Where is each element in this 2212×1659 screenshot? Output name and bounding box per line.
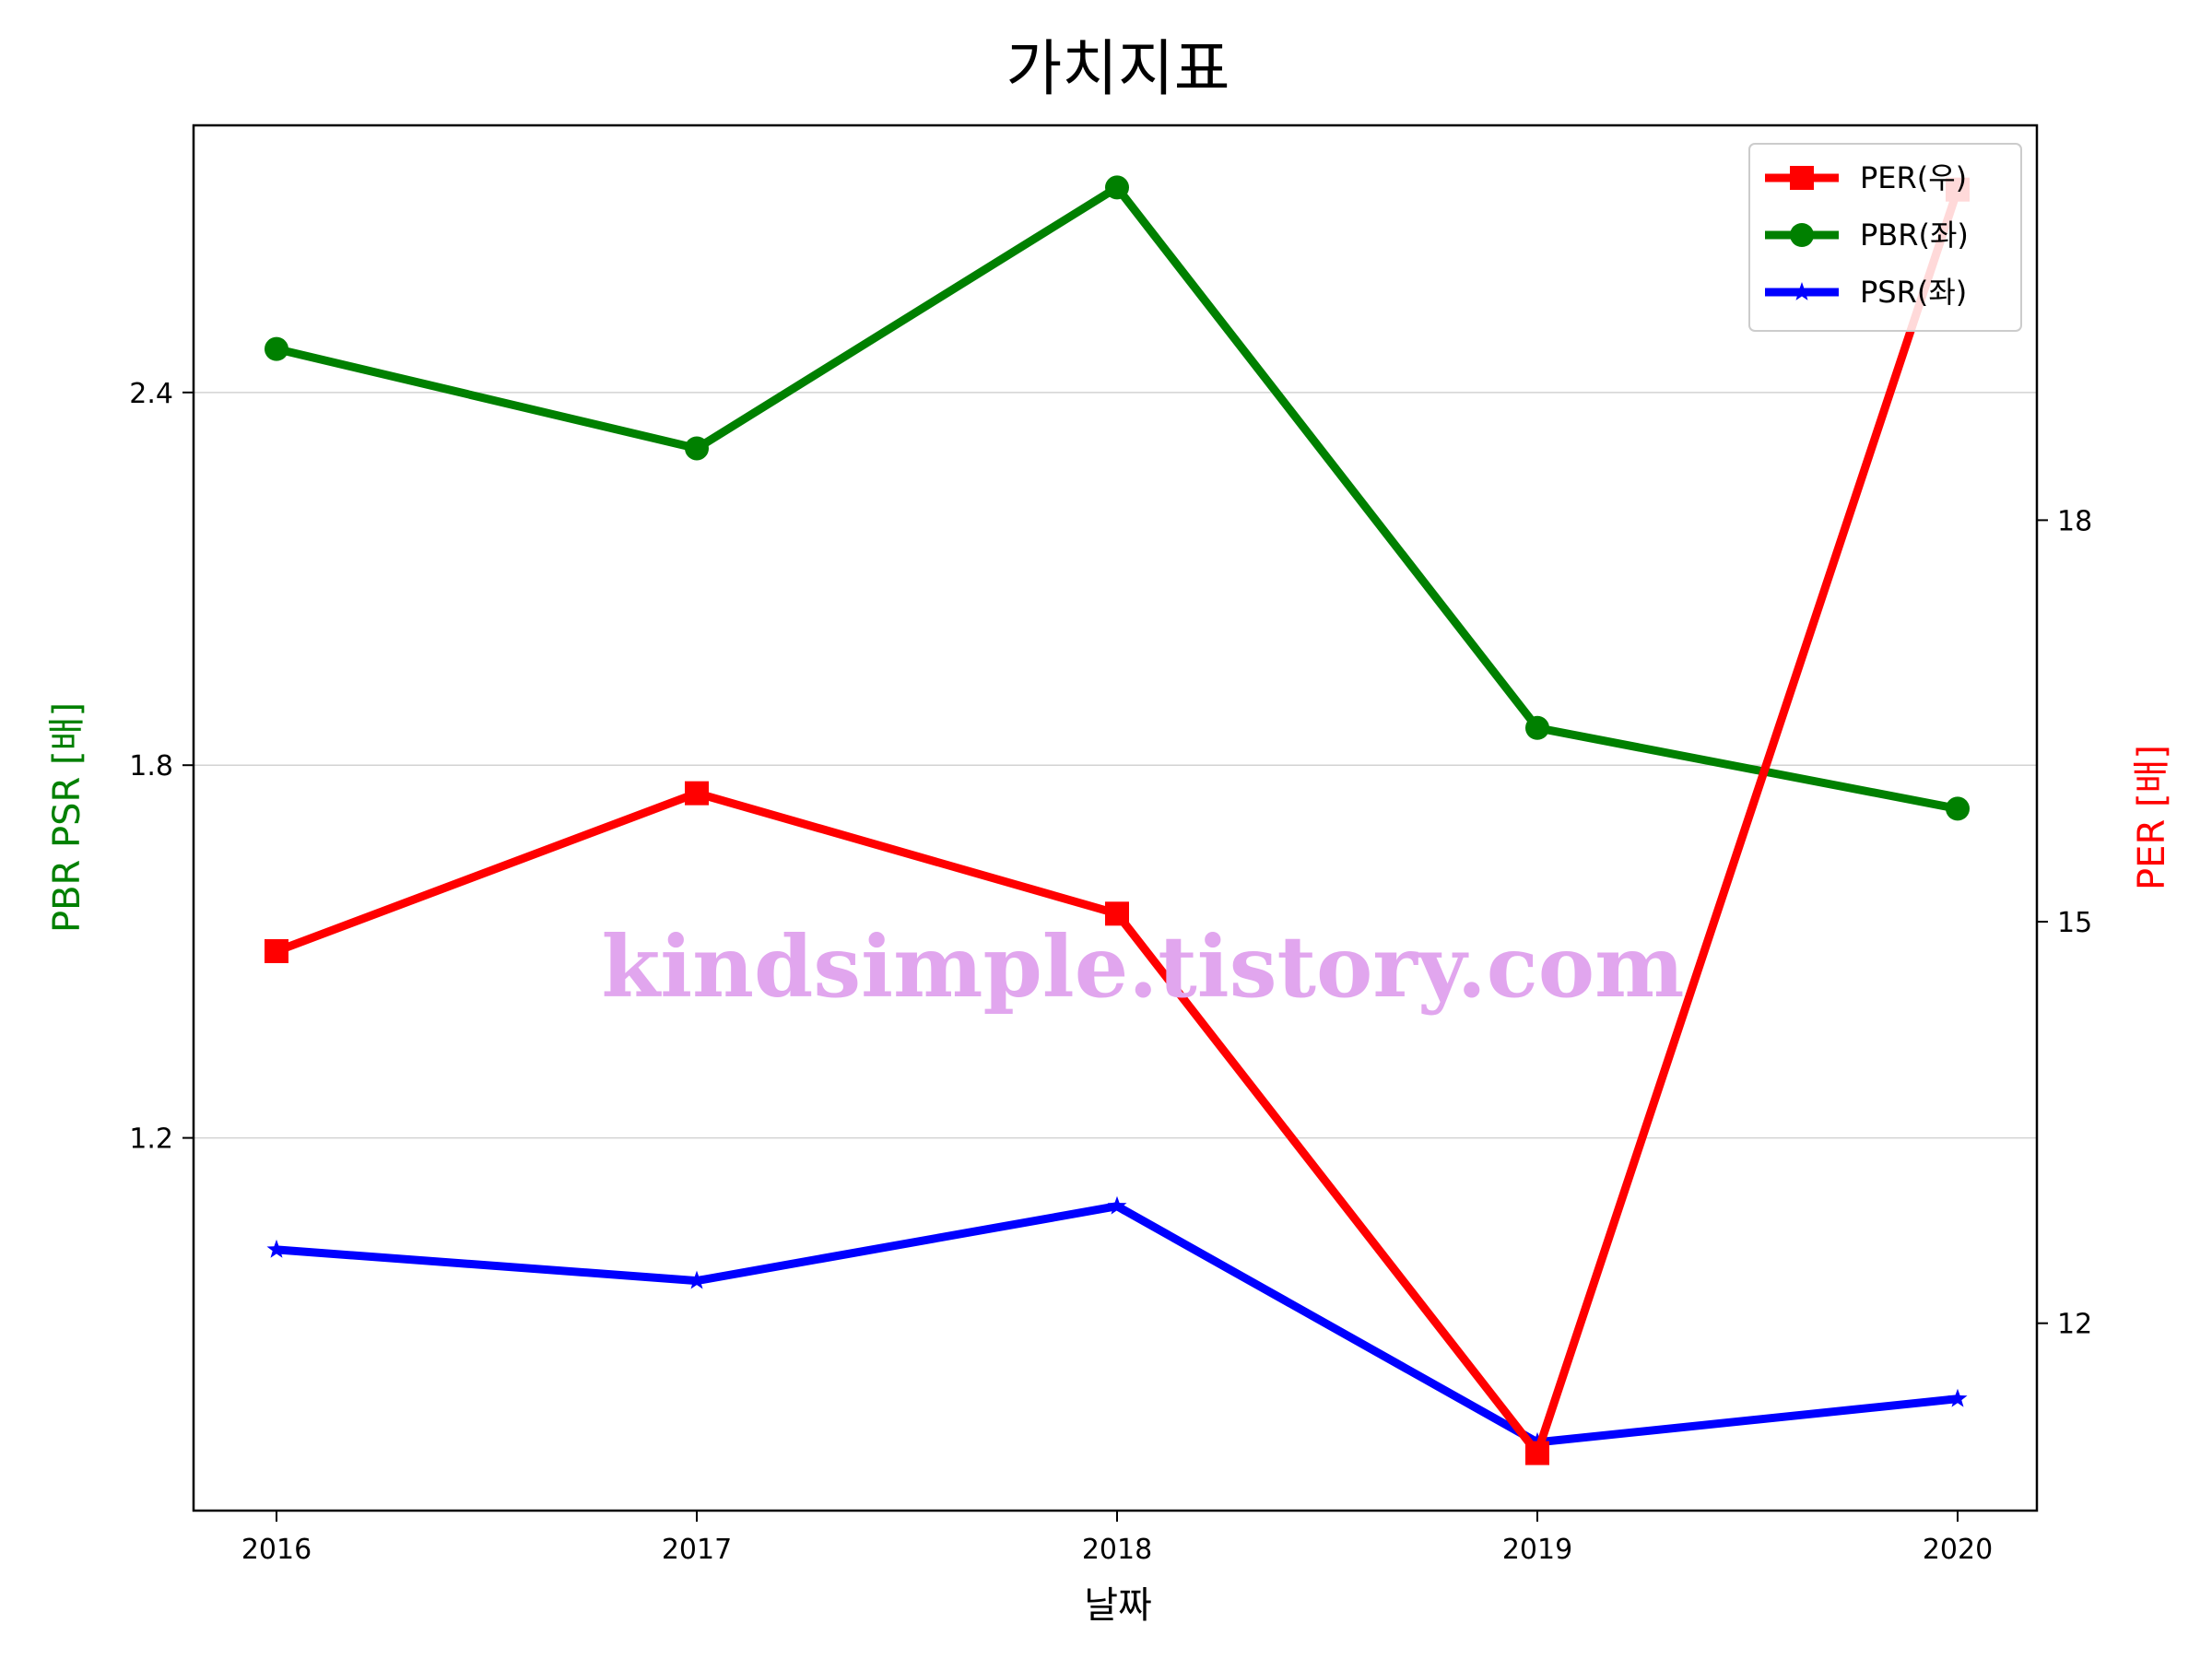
plot-area: kindsimple.tistory.com — [192, 124, 2039, 1512]
legend-marker-per — [1790, 166, 1814, 190]
series-pbr — [265, 175, 1970, 821]
watermark: kindsimple.tistory.com — [601, 917, 1684, 1017]
y-left-tick-label-1.2: 1.2 — [129, 1124, 173, 1156]
point-per-2019 — [1525, 1441, 1549, 1465]
point-psr-2016 — [266, 1239, 287, 1258]
point-per-2018 — [1105, 901, 1129, 926]
point-psr-2017 — [687, 1270, 707, 1289]
point-psr-2018 — [1107, 1195, 1127, 1215]
point-pbr-2019 — [1525, 715, 1549, 740]
x-tick-label-2018: 2018 — [1082, 1534, 1152, 1566]
plot-frame — [192, 124, 2039, 1512]
y-axis-left: 1.2 1.8 2.4 — [129, 378, 194, 1156]
x-tick-label-2017: 2017 — [662, 1534, 732, 1566]
y-axis-right: 12 15 18 — [2037, 505, 2092, 1341]
legend: PER(우) PBR(좌) PSR(좌) — [1748, 143, 2022, 332]
x-tick-label-2016: 2016 — [241, 1534, 312, 1566]
legend-marker-pbr — [1790, 223, 1814, 247]
point-pbr-2020 — [1946, 796, 1970, 821]
point-psr-2020 — [1947, 1388, 1968, 1407]
legend-label-psr: PSR(좌) — [1860, 275, 1967, 310]
point-per-2016 — [265, 938, 288, 963]
y-axis-right-title: PER [배] — [2131, 745, 2173, 890]
point-per-2017 — [685, 781, 709, 806]
legend-box — [1748, 143, 2022, 332]
legend-label-pbr: PBR(좌) — [1860, 218, 1969, 253]
y-left-tick-label-2.4: 2.4 — [129, 378, 173, 410]
x-tick-label-2019: 2019 — [1502, 1534, 1572, 1566]
point-pbr-2018 — [1105, 175, 1129, 200]
y-axis-left-title: PBR PSR [배] — [46, 702, 88, 933]
x-axis-title: 날짜 — [1084, 1584, 1152, 1627]
series-per — [265, 177, 1970, 1465]
legend-label-per: PER(우) — [1860, 160, 1967, 195]
y-right-tick-label-18: 18 — [2057, 505, 2092, 537]
legend-marker-psr — [1792, 282, 1812, 300]
chart-title: 가치지표 — [1006, 33, 1230, 104]
y-right-tick-label-15: 15 — [2057, 907, 2092, 939]
y-right-tick-label-12: 12 — [2057, 1309, 2092, 1341]
series-layer — [265, 175, 1970, 1465]
x-axis: 2016 2017 2018 2019 2020 — [241, 1511, 1993, 1566]
point-pbr-2017 — [685, 436, 709, 461]
x-tick-label-2020: 2020 — [1923, 1534, 1993, 1566]
y-left-tick-label-1.8: 1.8 — [129, 750, 173, 782]
point-pbr-2016 — [265, 336, 288, 361]
